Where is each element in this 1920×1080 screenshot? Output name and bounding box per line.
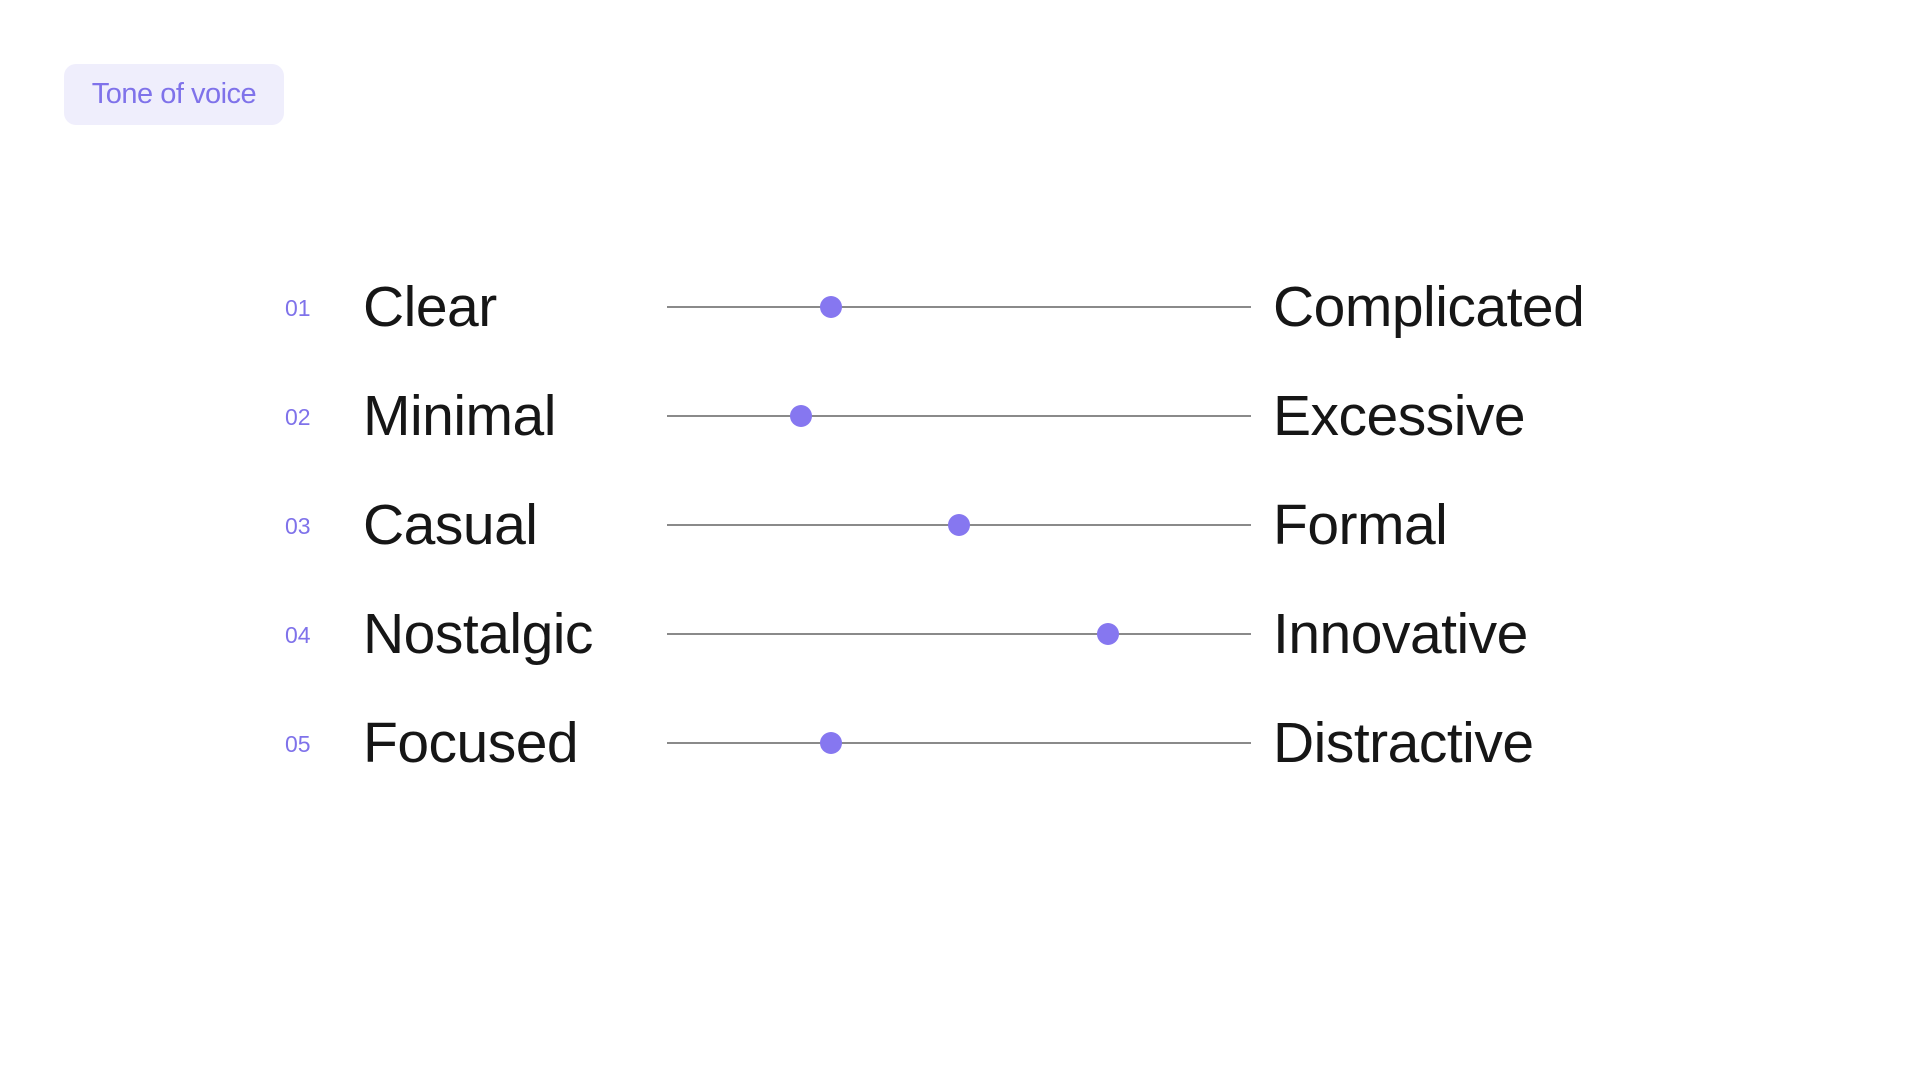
scale-track[interactable] (667, 514, 1251, 536)
scale-track[interactable] (667, 405, 1251, 427)
scale-right-label: Complicated (1273, 275, 1585, 339)
scale-right-label: Distractive (1273, 711, 1534, 775)
section-badge: Tone of voice (64, 64, 284, 125)
tone-scale-row: 04 Nostalgic Innovative (0, 594, 1920, 674)
scale-handle[interactable] (819, 296, 842, 318)
scale-number: 02 (285, 403, 311, 430)
scale-track[interactable] (667, 732, 1251, 754)
scale-number: 03 (285, 512, 311, 539)
scale-left-label: Minimal (363, 384, 556, 448)
scale-left-label: Casual (363, 493, 538, 557)
scale-right-label: Innovative (1273, 602, 1528, 666)
tone-scale-row: 01 Clear Complicated (0, 267, 1920, 347)
scale-handle[interactable] (819, 732, 842, 754)
tone-scale-row: 02 Minimal Excessive (0, 376, 1920, 456)
scale-handle[interactable] (1096, 623, 1119, 645)
scale-number: 05 (285, 730, 311, 757)
scale-left-label: Nostalgic (363, 602, 593, 666)
tone-scale-row: 05 Focused Distractive (0, 703, 1920, 783)
scale-track[interactable] (667, 296, 1251, 318)
tone-scale-row: 03 Casual Formal (0, 485, 1920, 565)
scale-right-label: Excessive (1273, 384, 1526, 448)
scale-left-label: Clear (363, 275, 497, 339)
scale-handle[interactable] (790, 405, 813, 427)
scale-right-label: Formal (1273, 493, 1448, 557)
scale-number: 04 (285, 621, 311, 648)
scale-number: 01 (285, 294, 311, 321)
scale-left-label: Focused (363, 711, 579, 775)
scale-track[interactable] (667, 623, 1251, 645)
scale-handle[interactable] (948, 514, 970, 536)
